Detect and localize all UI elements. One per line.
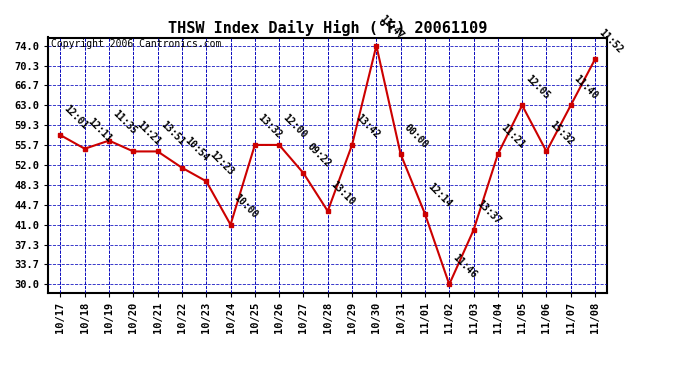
- Text: 12:01: 12:01: [61, 103, 90, 131]
- Text: 11:40: 11:40: [572, 73, 600, 101]
- Text: 12:05: 12:05: [524, 73, 551, 101]
- Text: 00:00: 00:00: [402, 122, 430, 150]
- Text: 11:46: 11:46: [451, 252, 478, 280]
- Text: 12:23: 12:23: [208, 149, 235, 177]
- Text: 12:11: 12:11: [86, 117, 114, 144]
- Text: 11:21: 11:21: [135, 119, 162, 147]
- Text: Copyright 2006 Cantronics.com: Copyright 2006 Cantronics.com: [51, 39, 221, 49]
- Title: THSW Index Daily High (°F) 20061109: THSW Index Daily High (°F) 20061109: [168, 20, 487, 36]
- Text: 10:54: 10:54: [183, 135, 211, 164]
- Text: 13:32: 13:32: [256, 113, 284, 141]
- Text: 11:52: 11:52: [596, 27, 624, 55]
- Text: 15:32: 15:32: [548, 119, 575, 147]
- Text: 13:10: 13:10: [329, 179, 357, 207]
- Text: 12:00: 12:00: [280, 113, 308, 141]
- Text: 11:47: 11:47: [377, 13, 406, 41]
- Text: 12:14: 12:14: [426, 182, 454, 210]
- Text: 11:35: 11:35: [110, 108, 138, 136]
- Text: 09:22: 09:22: [305, 141, 333, 169]
- Text: 13:51: 13:51: [159, 119, 187, 147]
- Text: 10:00: 10:00: [232, 192, 259, 220]
- Text: 11:21: 11:21: [499, 122, 527, 150]
- Text: 13:37: 13:37: [475, 198, 502, 226]
- Text: 13:42: 13:42: [353, 113, 381, 141]
